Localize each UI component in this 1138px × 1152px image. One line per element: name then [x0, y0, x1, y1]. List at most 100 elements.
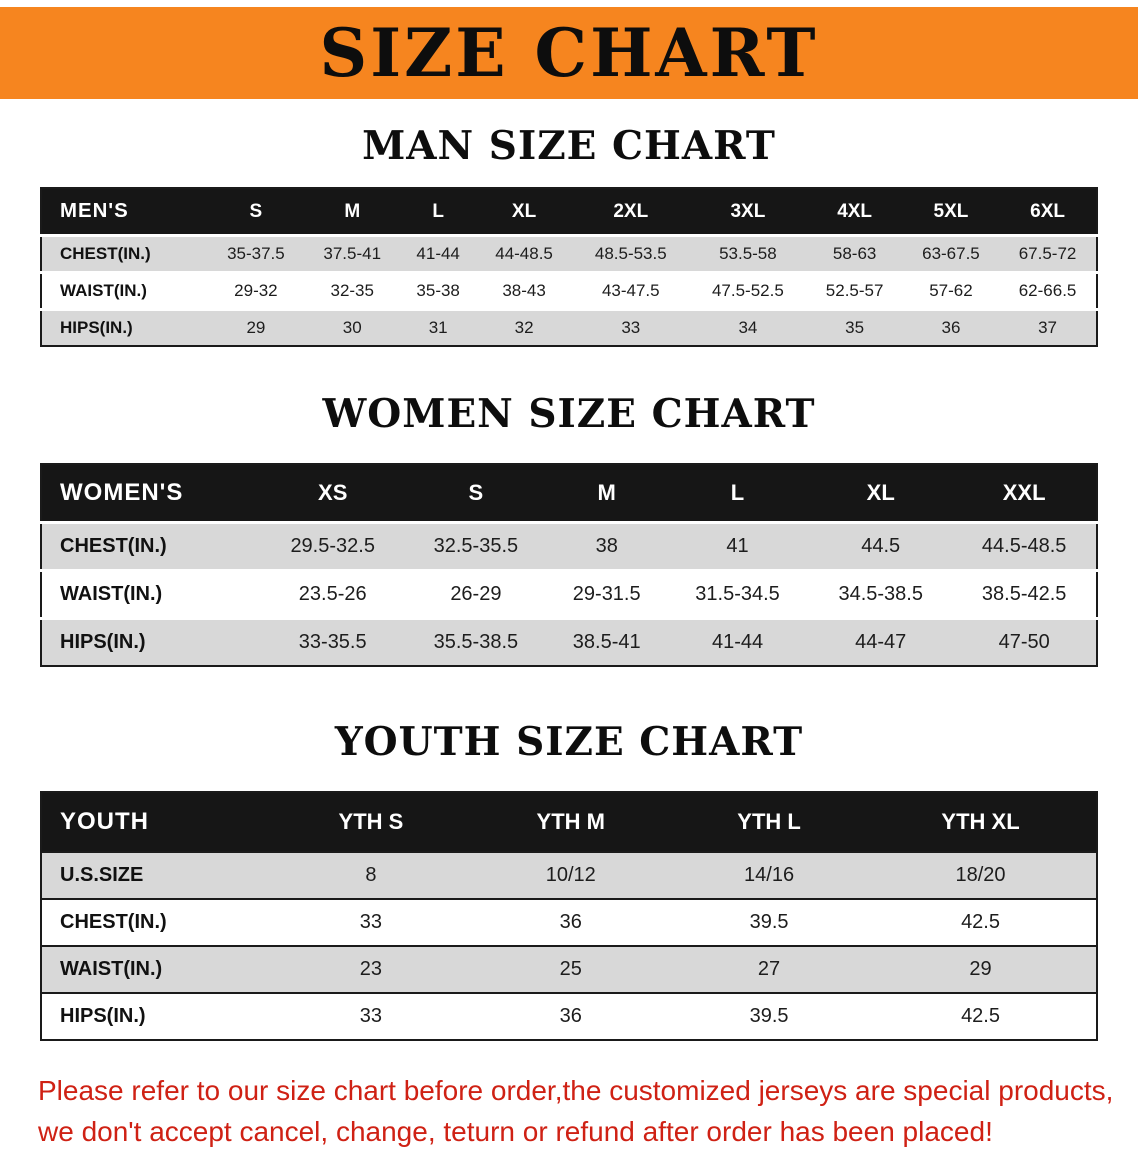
table-row: WAIST(IN.) 23 25 27 29: [41, 946, 1097, 993]
table-corner-label: YOUTH: [41, 792, 274, 852]
size-value: 43-47.5: [601, 281, 660, 300]
size-value: 41: [726, 535, 749, 557]
row-label: CHEST(IN.): [60, 911, 167, 933]
size-value: 33: [359, 911, 383, 933]
youth-table-header-row: YOUTH YTH S YTH M YTH L YTH XL: [41, 792, 1097, 852]
size-value: 8: [365, 864, 377, 886]
women-section: WOMEN SIZE CHART WOMEN'S XS S M L XL XXL CHEST…: [0, 391, 1138, 667]
table-corner-label: WOMEN'S: [41, 464, 262, 523]
table-row: HIPS(IN.) 29 30 31 32 33 34 35 36 37: [41, 309, 1097, 346]
size-value: 33: [359, 1005, 383, 1027]
size-column-header: XL: [809, 464, 953, 523]
row-label: CHEST(IN.): [60, 244, 151, 263]
table-row: CHEST(IN.) 35-37.5 37.5-41 41-44 44-48.5 48.5…: [41, 235, 1097, 273]
size-column-header: YTH XL: [865, 792, 1097, 852]
size-value: 52.5-57: [825, 281, 884, 300]
women-section-heading: WOMEN SIZE CHART: [322, 391, 816, 437]
size-value: 44-47: [855, 631, 907, 653]
row-label: U.S.SIZE: [60, 864, 144, 886]
size-column-header: XXL: [952, 464, 1097, 523]
size-column-header: 6XL: [999, 188, 1097, 236]
row-label: HIPS(IN.): [60, 318, 133, 337]
size-value: 23: [359, 958, 383, 980]
size-value: 36: [559, 1005, 582, 1027]
size-column-header: 3XL: [689, 188, 807, 236]
row-label: WAIST(IN.): [60, 958, 163, 980]
size-value: 35: [845, 318, 865, 337]
size-value: 35-37.5: [227, 244, 285, 263]
table-row: WAIST(IN.) 23.5-26 26-29 29-31.5 31.5-34.5 34…: [41, 570, 1097, 619]
size-value: 36: [559, 911, 582, 933]
row-label: CHEST(IN.): [60, 535, 167, 557]
size-column-header: L: [400, 188, 476, 236]
size-value: 35.5-38.5: [433, 631, 519, 653]
size-value: 47-50: [998, 631, 1050, 653]
size-column-header: S: [207, 188, 305, 236]
size-value: 42.5: [961, 1005, 1000, 1027]
youth-section-heading: YOUTH SIZE CHART: [334, 719, 804, 765]
size-value: 38.5-42.5: [981, 583, 1067, 605]
size-value: 62-66.5: [1018, 281, 1077, 300]
row-label: WAIST(IN.): [60, 583, 163, 605]
footer-notice: Please refer to our size chart before or…: [38, 1071, 1138, 1152]
men-table-body: CHEST(IN.) 35-37.5 37.5-41 41-44 44-48.5 48.5…: [41, 235, 1097, 346]
women-table-body: CHEST(IN.) 29.5-32.5 32.5-35.5 38 41 44.5 44.5…: [41, 522, 1097, 666]
women-size-table: WOMEN'S XS S M L XL XXL CHEST(IN.) 29.5-32.5 32.…: [40, 463, 1098, 667]
banner: SIZE CHART: [0, 7, 1138, 99]
size-value: 35-38: [416, 281, 460, 300]
size-value: 67.5-72: [1018, 244, 1077, 263]
size-value: 29-32: [234, 281, 278, 300]
men-table-header-row: MEN'S S M L XL 2XL 3XL 4XL 5XL 6XL: [41, 188, 1097, 236]
size-value: 32.5-35.5: [433, 535, 519, 557]
size-value: 26-29: [450, 583, 502, 605]
table-row: CHEST(IN.) 33 36 39.5 42.5: [41, 899, 1097, 946]
size-value: 37.5-41: [323, 244, 382, 263]
size-value: 27: [757, 958, 781, 980]
size-value: 37: [1038, 318, 1058, 337]
size-value: 23.5-26: [298, 583, 367, 605]
size-value: 31: [428, 318, 448, 337]
size-value: 29.5-32.5: [290, 535, 375, 557]
size-value: 29: [246, 318, 266, 337]
size-value: 41-44: [416, 244, 460, 263]
size-value: 34: [738, 318, 758, 337]
size-column-header: 4XL: [806, 188, 903, 236]
size-value: 39.5: [749, 1005, 789, 1027]
table-row: U.S.SIZE 8 10/12 14/16 18/20: [41, 852, 1097, 899]
size-value: 29: [969, 958, 992, 980]
table-row: HIPS(IN.) 33 36 39.5 42.5: [41, 993, 1097, 1040]
size-column-header: M: [547, 464, 666, 523]
men-section-heading: MAN SIZE CHART: [362, 123, 776, 169]
size-value: 44.5: [861, 535, 901, 557]
size-column-header: YTH S: [273, 792, 469, 852]
size-value: 58-63: [832, 244, 877, 263]
size-value: 25: [559, 958, 582, 980]
size-column-header: XS: [261, 464, 405, 523]
size-value: 53.5-58: [719, 244, 777, 263]
size-value: 14/16: [744, 864, 795, 886]
size-value: 34.5-38.5: [838, 583, 923, 605]
table-row: CHEST(IN.) 29.5-32.5 32.5-35.5 38 41 44.5 44.5…: [41, 522, 1097, 571]
size-value: 32: [514, 318, 534, 337]
size-chart-page: SIZE CHART MAN SIZE CHART MEN'S S M L XL 2XL 3…: [0, 7, 1138, 1147]
size-column-header: YTH M: [468, 792, 674, 852]
size-value: 42.5: [961, 911, 1000, 933]
youth-section: YOUTH SIZE CHART YOUTH YTH S YTH M YTH L YTH…: [0, 719, 1138, 1041]
size-value: 33: [621, 318, 641, 337]
size-value: 38-43: [502, 281, 546, 300]
youth-size-table: YOUTH YTH S YTH M YTH L YTH XL U.S.SIZE 8 10/1…: [40, 791, 1098, 1041]
table-row: WAIST(IN.) 29-32 32-35 35-38 38-43 43-47.5 47.…: [41, 272, 1097, 310]
size-value: 36: [941, 318, 961, 337]
size-value: 32-35: [330, 281, 374, 300]
size-column-header: M: [304, 188, 401, 236]
size-value: 57-62: [929, 281, 973, 300]
row-label: HIPS(IN.): [60, 1005, 146, 1027]
women-table-header-row: WOMEN'S XS S M L XL XXL: [41, 464, 1097, 523]
row-label: WAIST(IN.): [60, 281, 147, 300]
men-size-table: MEN'S S M L XL 2XL 3XL 4XL 5XL 6XL CHEST(IN.) 35-3…: [40, 187, 1098, 347]
size-value: 33-35.5: [298, 631, 367, 653]
size-column-header: L: [665, 464, 810, 523]
size-value: 29-31.5: [572, 583, 641, 605]
size-value: 47.5-52.5: [711, 281, 784, 300]
size-value: 44-48.5: [495, 244, 553, 263]
